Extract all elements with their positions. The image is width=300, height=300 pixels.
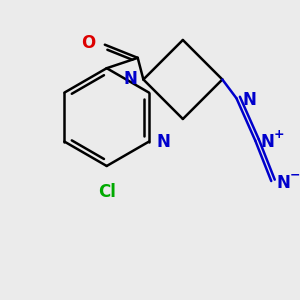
Text: O: O <box>81 34 95 52</box>
Text: −: − <box>290 169 300 182</box>
Text: N: N <box>124 70 138 88</box>
Text: Cl: Cl <box>98 183 116 201</box>
Text: N: N <box>157 133 170 151</box>
Text: +: + <box>274 128 285 142</box>
Text: N: N <box>277 174 291 192</box>
Text: N: N <box>242 91 256 109</box>
Text: N: N <box>261 134 275 152</box>
